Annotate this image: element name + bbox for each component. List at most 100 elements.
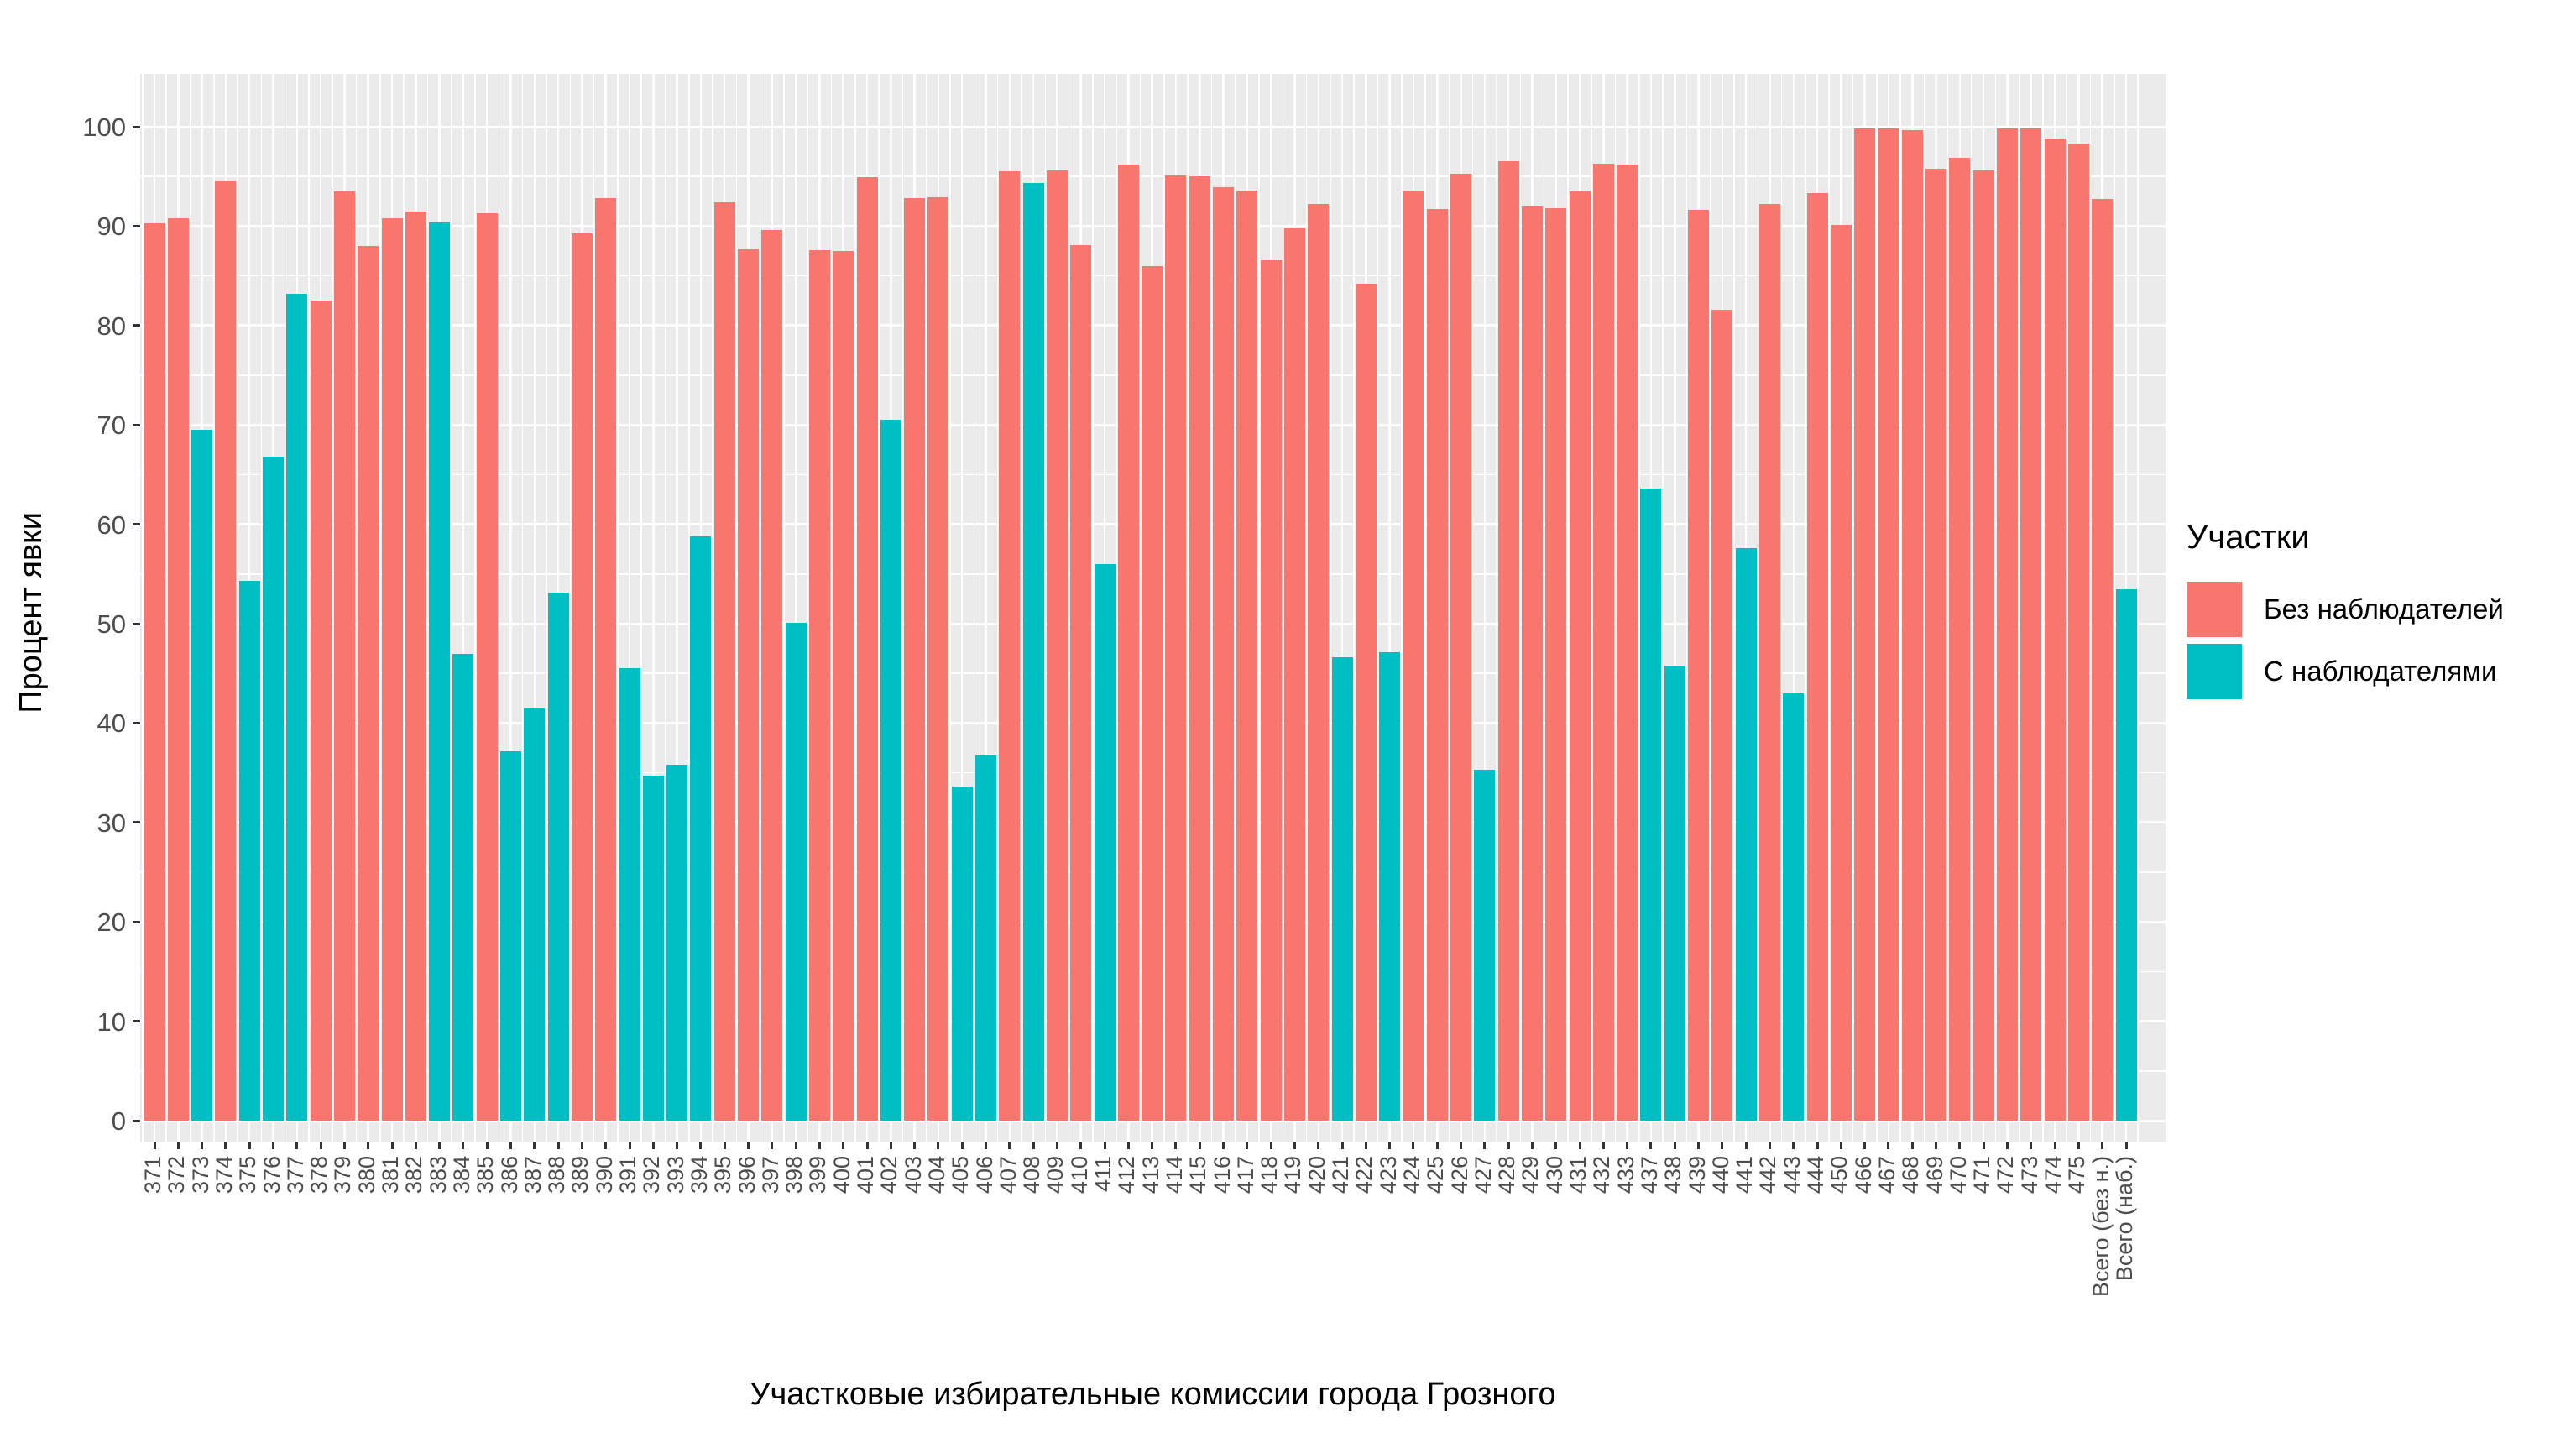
x-tick-label: 388 bbox=[544, 1156, 570, 1194]
x-tick-label: 428 bbox=[1494, 1156, 1520, 1194]
v-gridline-minor bbox=[1353, 74, 1355, 1142]
x-tick-label: 414 bbox=[1161, 1156, 1187, 1194]
x-tick-mark bbox=[580, 1142, 583, 1149]
bar-385 bbox=[476, 213, 498, 1121]
x-tick-mark bbox=[201, 1142, 204, 1149]
v-gridline-minor bbox=[569, 74, 572, 1142]
x-tick-label: 380 bbox=[353, 1156, 379, 1194]
x-tick-mark bbox=[985, 1142, 988, 1149]
x-tick-label: 372 bbox=[164, 1156, 190, 1194]
v-gridline-major bbox=[985, 74, 987, 1142]
bar-417 bbox=[1236, 190, 1258, 1121]
bar-395 bbox=[713, 201, 735, 1121]
x-tick-label: 413 bbox=[1137, 1156, 1163, 1194]
x-tick-mark bbox=[1317, 1142, 1320, 1149]
x-tick-label: 409 bbox=[1042, 1156, 1069, 1194]
x-tick-mark bbox=[414, 1142, 417, 1149]
x-tick-label: 467 bbox=[1873, 1156, 1899, 1194]
bar-467 bbox=[1878, 128, 1899, 1121]
x-tick-label: 403 bbox=[900, 1156, 926, 1194]
legend-item-1: С наблюдателями bbox=[2187, 644, 2504, 699]
x-tick-label: 427 bbox=[1470, 1156, 1496, 1194]
x-tick-label: Всего (наб.) bbox=[2112, 1156, 2137, 1282]
v-gridline-minor bbox=[1780, 74, 1783, 1142]
x-tick-label: 377 bbox=[282, 1156, 308, 1194]
v-gridline-minor bbox=[1258, 74, 1260, 1142]
bar-418 bbox=[1260, 259, 1282, 1121]
bar-399 bbox=[808, 249, 830, 1121]
x-tick-label: 472 bbox=[1993, 1156, 2019, 1194]
x-tick-mark bbox=[2005, 1142, 2009, 1149]
v-gridline-minor bbox=[1757, 74, 1759, 1142]
x-tick-label: 469 bbox=[1921, 1156, 1947, 1194]
x-tick-mark bbox=[1269, 1142, 1272, 1149]
x-tick-label: 399 bbox=[805, 1156, 831, 1194]
x-tick-label: 421 bbox=[1328, 1156, 1354, 1194]
x-tick-label: 376 bbox=[259, 1156, 285, 1194]
v-gridline-minor bbox=[426, 74, 429, 1142]
y-tick-mark bbox=[133, 224, 140, 227]
v-gridline-minor bbox=[878, 74, 880, 1142]
x-tick-mark bbox=[1293, 1142, 1296, 1149]
v-gridline-minor bbox=[498, 74, 500, 1142]
bar-375 bbox=[238, 581, 260, 1121]
x-tick-mark bbox=[1507, 1142, 1510, 1149]
bar-381 bbox=[381, 217, 403, 1121]
x-tick-mark bbox=[1910, 1142, 1914, 1149]
v-gridline-minor bbox=[1852, 74, 1854, 1142]
h-gridline-major bbox=[140, 1119, 2166, 1122]
bar-393 bbox=[666, 765, 688, 1121]
x-tick-mark bbox=[747, 1142, 750, 1149]
v-gridline-minor bbox=[1377, 74, 1379, 1142]
bar-422 bbox=[1355, 284, 1377, 1121]
x-tick-mark bbox=[1412, 1142, 1415, 1149]
x-tick-mark bbox=[1435, 1142, 1439, 1149]
bar-414 bbox=[1165, 175, 1187, 1121]
v-gridline-minor bbox=[1614, 74, 1617, 1142]
v-gridline-major bbox=[1792, 74, 1795, 1142]
x-tick-label: 378 bbox=[306, 1156, 332, 1194]
v-gridline-minor bbox=[1044, 74, 1047, 1142]
bar-394 bbox=[690, 536, 712, 1121]
x-tick-mark bbox=[342, 1142, 346, 1149]
v-gridline-minor bbox=[2018, 74, 2020, 1142]
bar-379 bbox=[333, 191, 355, 1121]
x-tick-label: 432 bbox=[1589, 1156, 1615, 1194]
x-tick-mark bbox=[1792, 1142, 1795, 1149]
x-tick-mark bbox=[1744, 1142, 1748, 1149]
bar-428 bbox=[1497, 161, 1519, 1121]
x-tick-mark bbox=[248, 1142, 251, 1149]
x-tick-mark bbox=[462, 1142, 465, 1149]
x-tick-mark bbox=[1649, 1142, 1653, 1149]
bar-408 bbox=[1022, 183, 1044, 1121]
v-gridline-minor bbox=[1068, 74, 1070, 1142]
x-tick-label: 442 bbox=[1755, 1156, 1781, 1194]
bar-376 bbox=[263, 457, 284, 1121]
v-gridline-major bbox=[509, 74, 512, 1142]
x-tick-label: 398 bbox=[781, 1156, 807, 1194]
v-gridline-minor bbox=[142, 74, 144, 1142]
v-gridline-minor bbox=[474, 74, 476, 1142]
v-gridline-minor bbox=[1021, 74, 1022, 1142]
v-gridline-minor bbox=[1234, 74, 1236, 1142]
x-axis-title: Участковые избирательные комиссии города… bbox=[750, 1377, 1556, 1412]
v-gridline-minor bbox=[783, 74, 785, 1142]
bar-426 bbox=[1450, 173, 1472, 1121]
y-tick-mark bbox=[133, 523, 140, 526]
v-gridline-minor bbox=[332, 74, 333, 1142]
v-gridline-minor bbox=[1330, 74, 1331, 1142]
x-tick-label: 371 bbox=[140, 1156, 165, 1194]
x-tick-label: 440 bbox=[1707, 1156, 1733, 1194]
x-tick-label: 383 bbox=[425, 1156, 451, 1194]
v-gridline-minor bbox=[1163, 74, 1165, 1142]
x-tick-label: 411 bbox=[1090, 1156, 1116, 1193]
x-tick-mark bbox=[153, 1142, 156, 1149]
v-gridline-minor bbox=[1116, 74, 1117, 1142]
x-tick-label: 426 bbox=[1446, 1156, 1472, 1194]
v-gridline-minor bbox=[1305, 74, 1308, 1142]
x-tick-label: 466 bbox=[1850, 1156, 1876, 1194]
bar-432 bbox=[1592, 163, 1614, 1121]
x-tick-label: 444 bbox=[1803, 1156, 1829, 1194]
bar-450 bbox=[1830, 225, 1852, 1121]
v-gridline-major bbox=[462, 74, 465, 1142]
